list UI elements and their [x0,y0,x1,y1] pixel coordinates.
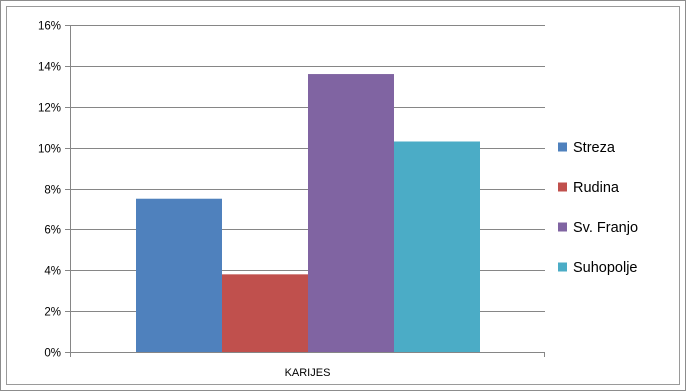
y-tick-label: 8% [44,185,61,197]
legend-swatch [558,262,567,272]
x-category-labels: KARIJES [285,367,331,379]
legend-swatch [558,222,567,232]
y-tick-label: 0% [44,348,61,360]
y-tick-label: 10% [38,144,61,156]
legend-label: Streza [573,140,616,156]
legend-swatch [558,182,567,192]
bar-sv-franjo [308,74,394,353]
legend-label: Suhopolje [573,260,638,276]
legend: Streza Rudina Sv. Franjo Suhopolje [558,140,638,276]
y-tick-label: 4% [44,266,61,278]
bar-rudina [222,274,308,352]
legend-label: Sv. Franjo [573,220,638,236]
y-tick-label: 14% [38,62,61,74]
y-tick-label: 2% [44,307,61,319]
y-tick-label: 16% [38,21,61,33]
axes [65,25,545,357]
y-tick-label: 6% [44,225,61,237]
bar-suhopolje [394,141,480,352]
y-tick-labels: 0% 2% 4% 6% 8% 10% 12% 14% 16% [38,21,61,360]
x-category-label: KARIJES [285,367,331,379]
legend-swatch [558,142,567,152]
legend-label: Rudina [573,180,620,196]
bar-streza [136,198,222,352]
bars [136,74,480,353]
y-tick-label: 12% [38,103,61,115]
chart-inner-border [6,6,680,385]
